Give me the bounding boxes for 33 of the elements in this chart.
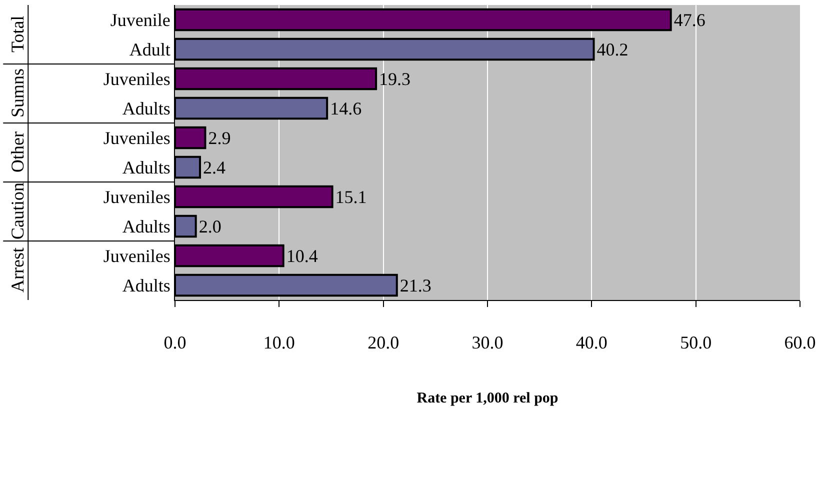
y-tick-label: Juveniles [103, 69, 170, 90]
y-tick-label: Adults [122, 276, 170, 296]
text: Arrest [8, 248, 28, 292]
data-label: 40.2 [596, 39, 628, 60]
x-tick-label: 60.0 [784, 332, 816, 353]
y-tick-label: Juveniles [103, 128, 170, 148]
y-tick-label: Adults [122, 216, 170, 237]
text: Caution [8, 182, 28, 240]
data-label: 14.6 [330, 98, 362, 118]
data-label: 2.4 [203, 157, 226, 178]
text: Sumns [8, 68, 28, 118]
x-tick-label: 50.0 [680, 332, 712, 353]
y-tick-label: Juvenile [110, 10, 170, 30]
text: Total [8, 16, 28, 52]
data-label: 47.6 [674, 10, 706, 30]
y-tick-label: Adults [122, 98, 170, 119]
text: Other [8, 132, 28, 172]
data-label: 21.3 [400, 275, 432, 296]
x-tick-label: 10.0 [263, 332, 295, 353]
y-tick-label: Juveniles [103, 246, 170, 266]
y-tick-label: Adults [122, 158, 170, 178]
x-axis-title: Rate per 1,000 rel pop [416, 390, 558, 407]
data-label: 19.3 [379, 68, 411, 89]
data-label: 2.9 [208, 128, 231, 148]
y-tick-label: Adult [129, 40, 170, 60]
x-tick-label: 30.0 [472, 332, 504, 353]
y-tick-label: Juveniles [103, 187, 170, 208]
data-label: 15.1 [335, 186, 367, 207]
data-label: 2.0 [198, 216, 222, 236]
x-tick-label: 40.0 [576, 332, 608, 353]
x-tick-label: 0.0 [164, 332, 186, 353]
x-tick-label: 20.0 [368, 332, 400, 353]
data-label: 10.4 [286, 246, 318, 266]
